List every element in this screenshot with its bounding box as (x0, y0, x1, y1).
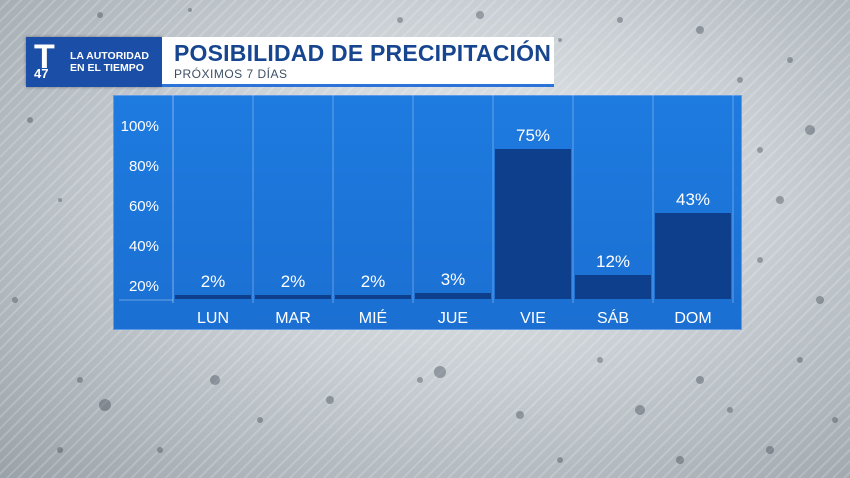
title-box: POSIBILIDAD DE PRECIPITACIÓN PRÓXIMOS 7 … (162, 37, 554, 87)
bar (175, 295, 251, 299)
bar-value-label: 2% (201, 272, 226, 291)
bar (255, 295, 331, 299)
chart-subtitle: PRÓXIMOS 7 DÍAS (174, 67, 288, 81)
x-tick-label: MAR (275, 310, 311, 327)
x-tick-label: JUE (438, 310, 468, 327)
y-tick-label: 40% (129, 238, 159, 255)
logo-letter: T (34, 38, 55, 76)
bar-value-label: 2% (281, 272, 306, 291)
y-tick-label: 80% (129, 158, 159, 175)
bar-value-label: 12% (596, 252, 630, 271)
bar-value-label: 43% (676, 190, 710, 209)
header: T 47 LA AUTORIDAD EN EL TIEMPO POSIBILID… (26, 37, 554, 87)
x-tick-label: SÁB (597, 308, 629, 327)
x-tick-label: VIE (520, 310, 546, 327)
precipitation-chart: 20% 40% 60% 80% 100% 2% LUN 2% MAR 2% MIÉ 3% JUE 75% V… (119, 95, 734, 327)
y-tick-label: 20% (129, 278, 159, 295)
telemundo-logo-icon: T 47 (32, 40, 68, 84)
bar-value-label: 75% (516, 126, 550, 145)
bar (655, 213, 731, 299)
logo-line1: LA AUTORIDAD (70, 50, 149, 62)
x-tick-label: DOM (674, 310, 711, 327)
bar-value-label: 3% (441, 270, 466, 289)
x-tick-label: LUN (197, 310, 229, 327)
chart-title: POSIBILIDAD DE PRECIPITACIÓN (174, 40, 552, 66)
logo-number: 47 (34, 66, 49, 81)
station-logo: T 47 LA AUTORIDAD EN EL TIEMPO (26, 37, 162, 87)
x-tick-label: MIÉ (359, 308, 387, 327)
y-tick-label: 60% (129, 198, 159, 215)
bar (495, 149, 571, 299)
bar (415, 293, 491, 299)
logo-text: LA AUTORIDAD EN EL TIEMPO (70, 50, 149, 74)
bar-value-label: 2% (361, 272, 386, 291)
bar (335, 295, 411, 299)
y-tick-label: 100% (121, 118, 159, 135)
logo-line2: EN EL TIEMPO (70, 62, 144, 74)
bar (575, 275, 651, 299)
